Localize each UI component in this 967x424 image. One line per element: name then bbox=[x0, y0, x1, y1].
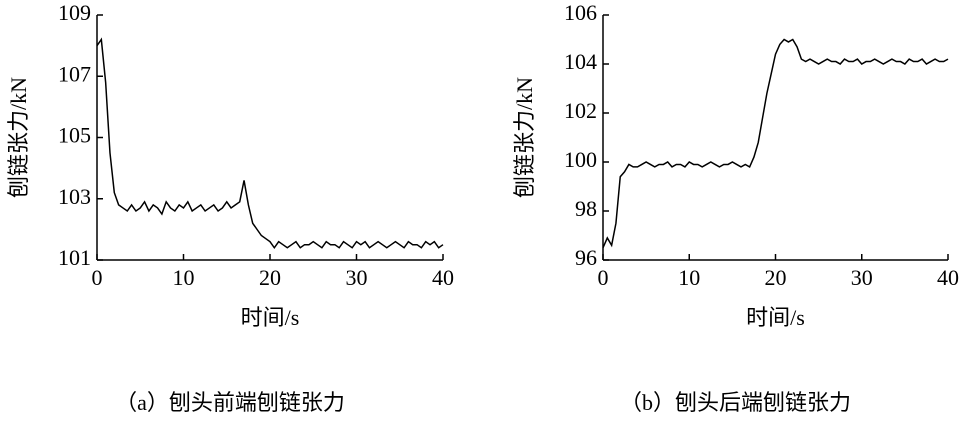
y-tick-label: 105 bbox=[58, 123, 91, 148]
y-tick-label: 103 bbox=[58, 184, 91, 209]
x-tick-label: 40 bbox=[432, 265, 454, 290]
caption: （a）刨头前端刨链张力 bbox=[115, 390, 345, 415]
data-line bbox=[602, 38, 949, 249]
y-tick-label: 100 bbox=[564, 147, 597, 172]
x-tick-label: 0 bbox=[92, 265, 103, 290]
x-tick-label: 30 bbox=[851, 265, 873, 290]
x-tick-label: 10 bbox=[173, 265, 195, 290]
y-tick-label: 107 bbox=[58, 61, 91, 86]
x-tick-label: 20 bbox=[259, 265, 281, 290]
x-axis-label: 时间/s bbox=[746, 305, 805, 330]
data-line bbox=[96, 37, 444, 250]
y-axis-label: 刨链张力/kN bbox=[512, 77, 537, 198]
x-tick-label: 30 bbox=[346, 265, 368, 290]
x-tick-label: 0 bbox=[598, 265, 609, 290]
y-tick-label: 101 bbox=[58, 245, 91, 270]
caption: （b）刨头后端刨链张力 bbox=[620, 390, 851, 415]
x-axis-label: 时间/s bbox=[241, 305, 300, 330]
x-tick-label: 20 bbox=[765, 265, 787, 290]
y-tick-label: 106 bbox=[564, 0, 597, 25]
x-tick-label: 40 bbox=[937, 265, 959, 290]
y-tick-label: 104 bbox=[564, 49, 597, 74]
y-axis-label: 刨链张力/kN bbox=[6, 77, 31, 198]
y-tick-label: 98 bbox=[575, 196, 597, 221]
y-tick-label: 96 bbox=[575, 245, 597, 270]
y-tick-label: 102 bbox=[564, 98, 597, 123]
y-tick-label: 109 bbox=[58, 0, 91, 25]
x-tick-label: 10 bbox=[678, 265, 700, 290]
